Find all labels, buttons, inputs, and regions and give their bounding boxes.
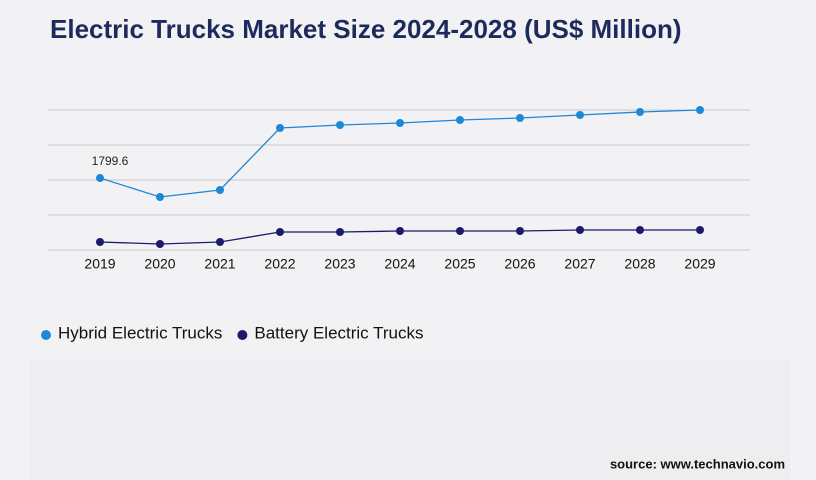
x-tick-label: 2028 [624,256,655,272]
x-tick-label: 2024 [384,256,415,272]
point [696,226,704,234]
panel [30,360,790,480]
legend-label: Hybrid Electric Trucks [58,323,222,342]
point [96,174,104,183]
point [216,238,224,246]
point [516,227,524,235]
point [216,186,224,194]
point [636,226,644,234]
point [696,106,704,114]
x-tick-label: 2020 [144,256,175,272]
point [456,227,464,235]
x-tick-label: 2029 [684,256,715,272]
point [576,226,584,234]
point [456,116,464,124]
x-tick-label: 2026 [504,256,535,272]
legend-label: Battery Electric Trucks [254,323,423,342]
legend-marker [41,330,51,340]
value-label: 1799.6 [92,154,129,168]
x-tick-label: 2025 [444,256,475,272]
point [96,238,104,246]
source: source: www.technavio.com [610,456,785,471]
point [516,114,524,122]
point [336,121,344,129]
point [396,119,404,127]
point [276,228,284,236]
legend-marker [237,330,248,340]
x-tick-label: 2021 [204,256,235,272]
x-tick-label: 2022 [264,256,295,272]
point [636,108,644,116]
point [276,124,284,132]
point [156,193,164,201]
point [336,228,344,236]
x-tick-label: 2027 [564,256,595,272]
point [396,227,404,235]
x-tick-label: 2023 [324,256,355,272]
x-tick-label: 2019 [84,256,115,272]
point [576,111,584,119]
point [156,240,164,248]
chart-title: Electric Trucks Market Size 2024-2028 (U… [50,14,682,44]
